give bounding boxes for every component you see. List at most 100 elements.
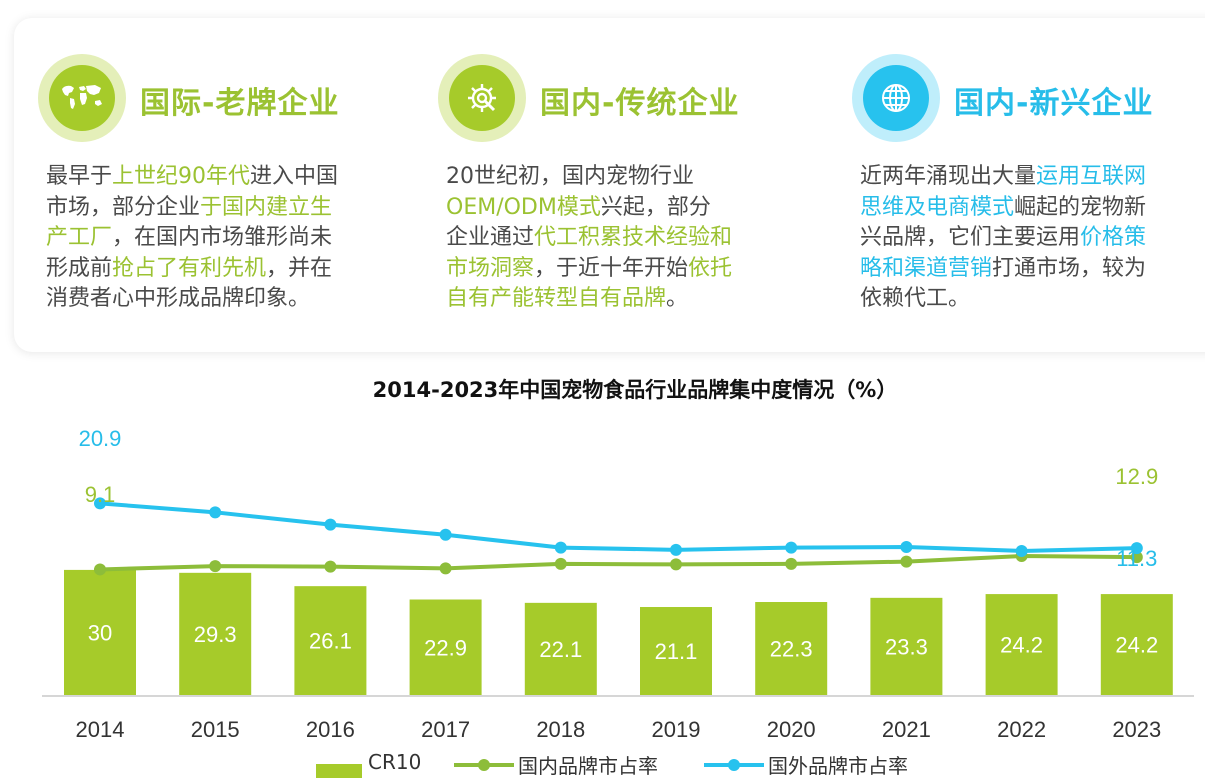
point-domestic xyxy=(554,557,567,570)
bar-value-label: 22.9 xyxy=(424,635,467,660)
highlight-text: 略和渠道营销 xyxy=(860,255,993,281)
world-map-badge xyxy=(38,54,126,142)
body-text: 兴品牌，它们主要运用 xyxy=(860,225,1081,250)
bar-value-label: 24.2 xyxy=(1000,633,1043,658)
body-line: 自有产能转型自有品牌。 xyxy=(446,284,732,315)
bar-cr10 xyxy=(755,602,828,695)
x-tick-label: 2021 xyxy=(882,717,931,742)
body-line: 兴品牌，它们主要运用价格策 xyxy=(860,223,1146,254)
highlight-text: 上世纪90年代 xyxy=(112,164,251,189)
legend-label: 国内品牌市占率 xyxy=(518,754,658,778)
point-foreign xyxy=(324,518,337,531)
x-tick-label: 2020 xyxy=(767,717,816,742)
section-title: 国内-新兴企业 xyxy=(954,86,1154,121)
x-tick-label: 2018 xyxy=(536,717,585,742)
body-line: 依赖代工。 xyxy=(860,284,1146,315)
x-tick-label: 2022 xyxy=(997,717,1046,742)
info-card xyxy=(14,18,1205,352)
globe-badge xyxy=(852,54,940,142)
point-foreign xyxy=(900,541,913,554)
chart-title: 2014-2023年中国宠物食品行业品牌集中度情况（%） xyxy=(372,378,898,402)
point-foreign xyxy=(1130,542,1143,555)
bar-cr10 xyxy=(294,586,367,695)
body-text: 进入中国 xyxy=(250,164,339,189)
point-foreign xyxy=(785,541,798,554)
point-foreign xyxy=(1015,544,1028,557)
gear-tools-icon xyxy=(468,84,496,112)
body-text: 形成前 xyxy=(46,255,113,281)
section-traditional-domestic: 国内-传统企业 20世纪初，国内宠物行业 OEM/ODM模式兴起，部分 企业通过代工… xyxy=(438,54,798,311)
point-foreign xyxy=(554,541,567,554)
highlight-text: 思维及电商模式 xyxy=(860,194,1015,220)
body-line: 企业通过代工积累技术经验和 xyxy=(446,223,732,254)
body-line: 近两年涌现出大量运用互联网 xyxy=(860,162,1146,193)
body-line: 最早于上世纪90年代进入中国 xyxy=(46,162,338,193)
bar-cr10 xyxy=(179,572,252,695)
legend-swatch-foreign xyxy=(704,759,764,771)
point-foreign xyxy=(670,543,682,556)
x-tick-label: 2017 xyxy=(421,717,470,742)
highlight-text: OEM/ODM模式 xyxy=(446,194,601,220)
point-domestic xyxy=(324,560,337,573)
highlight-text: 于国内建立生 xyxy=(200,194,333,220)
body-line: OEM/ODM模式兴起，部分 xyxy=(446,193,732,224)
globe-icon xyxy=(882,84,910,112)
section-title: 国际-老牌企业 xyxy=(140,86,340,121)
line-domestic-share xyxy=(99,554,1137,572)
point-domestic xyxy=(209,560,222,573)
bar-value-label: 22.1 xyxy=(539,637,582,662)
section-body: 20世纪初，国内宠物行业 OEM/ODM模式兴起，部分 企业通过代工积累技术经验和市… xyxy=(446,162,732,315)
body-text: ，在国内市场雏形尚未 xyxy=(112,225,333,250)
bar-value-label: 22.3 xyxy=(770,637,813,662)
body-text: ，于近十年开始 xyxy=(534,255,689,281)
section-international-brands: 国际-老牌企业 最早于上世纪90年代进入中国 市场，部分企业于国内建立生 产工厂，在… xyxy=(38,54,398,311)
legend-swatch-domestic xyxy=(454,759,514,771)
line-foreign-share xyxy=(99,501,1137,553)
gear-badge xyxy=(438,54,526,142)
line-data-label: 9.1 xyxy=(85,482,116,507)
bar-cr10 xyxy=(870,597,943,695)
highlight-text: 依托 xyxy=(688,255,733,281)
world-map-icon xyxy=(62,85,102,109)
body-text: 消费者心中形成品牌印象。 xyxy=(46,286,311,311)
bar-value-label: 23.3 xyxy=(885,634,928,659)
body-line: 形成前抢占了有利先机，并在 xyxy=(46,254,338,285)
highlight-text: 价格策 xyxy=(1080,225,1147,250)
legend-swatch-cr10 xyxy=(316,764,362,778)
body-text: 。 xyxy=(666,286,689,311)
bar-value-label: 29.3 xyxy=(194,622,237,647)
section-emerging-domestic: 国内-新兴企业 近两年涌现出大量运用互联网 思维及电商模式崛起的宠物新兴品牌，它们… xyxy=(852,54,1205,311)
point-domestic xyxy=(94,563,106,576)
highlight-text: 市场洞察 xyxy=(446,255,535,281)
point-domestic xyxy=(670,558,682,571)
body-line: 产工厂，在国内市场雏形尚未 xyxy=(46,223,338,254)
legend-label: 国外品牌市占率 xyxy=(768,754,908,778)
section-body: 近两年涌现出大量运用互联网 思维及电商模式崛起的宠物新 兴品牌，它们主要运用价格策略… xyxy=(860,162,1146,315)
point-foreign xyxy=(94,497,106,510)
point-domestic xyxy=(900,555,913,568)
section-title: 国内-传统企业 xyxy=(540,86,740,121)
body-text: ，并在 xyxy=(266,255,333,281)
bar-value-label: 30 xyxy=(88,620,112,645)
line-data-label: 20.9 xyxy=(79,426,122,451)
bar-cr10 xyxy=(409,599,482,695)
bar-value-label: 24.2 xyxy=(1115,633,1158,658)
x-tick-label: 2015 xyxy=(191,717,240,742)
bar-cr10 xyxy=(1100,594,1173,695)
body-line: 消费者心中形成品牌印象。 xyxy=(46,284,338,315)
bar-cr10 xyxy=(640,607,712,695)
point-foreign xyxy=(439,528,452,541)
highlight-text: 代工积累技术经验和 xyxy=(534,225,733,250)
bar-cr10 xyxy=(64,569,136,695)
body-text: 兴起，部分 xyxy=(600,194,711,220)
point-domestic xyxy=(785,557,798,570)
legend-label: CR10 xyxy=(368,750,422,774)
body-line: 市场，部分企业于国内建立生 xyxy=(46,193,338,224)
body-text: 崛起的宠物新 xyxy=(1014,194,1147,220)
x-tick-label: 2019 xyxy=(652,717,701,742)
line-data-label: 12.9 xyxy=(1115,464,1158,489)
highlight-text: 自有产能转型自有品牌 xyxy=(446,286,667,311)
body-text: 企业通过 xyxy=(446,225,535,250)
body-text: 20世纪初，国内宠物行业 xyxy=(446,164,694,189)
highlight-text: 运用互联网 xyxy=(1036,164,1147,189)
